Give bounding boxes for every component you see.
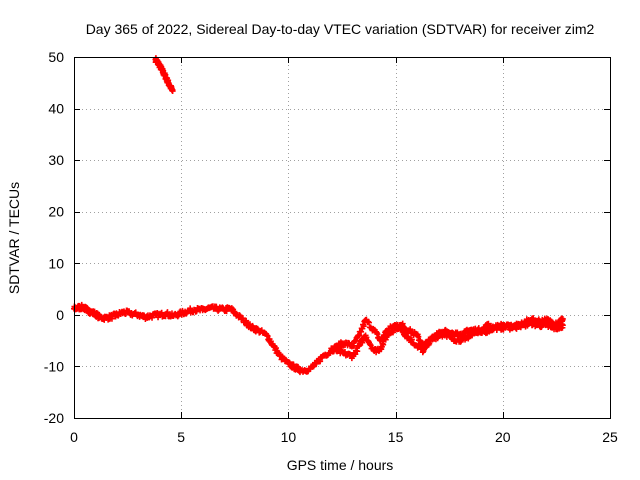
chart-title: Day 365 of 2022, Sidereal Day-to-day VTE… — [86, 21, 595, 37]
data-point-fill — [407, 326, 414, 333]
data-point-fill — [434, 335, 441, 342]
y-axis-title: SDTVAR / TECUs — [6, 182, 22, 294]
x-tick-label: 0 — [70, 429, 78, 445]
y-tick-label: 0 — [56, 307, 64, 323]
x-tick-label: 25 — [602, 429, 618, 445]
data-marks — [71, 55, 566, 376]
data-point-fill — [149, 314, 156, 321]
x-tick-label: 20 — [495, 429, 511, 445]
y-tick-label: 30 — [48, 152, 64, 168]
data-point-fill — [365, 318, 372, 325]
data-point-fill — [366, 319, 373, 326]
x-tick-label: 5 — [177, 429, 185, 445]
data-point — [559, 315, 566, 322]
axis-ticks: 0 5 10 15 20 25 -20 -10 0 10 20 30 40 50 — [44, 49, 618, 445]
y-tick-label: 10 — [48, 255, 64, 271]
data-point-fill — [236, 312, 243, 319]
x-axis-title: GPS time / hours — [287, 457, 394, 473]
y-tick-label: -20 — [44, 410, 64, 426]
series-early-segment — [152, 55, 176, 95]
data-point-fill — [363, 334, 370, 341]
data-point-fill — [367, 342, 374, 349]
y-tick-label: 50 — [48, 49, 64, 65]
data-point-fill — [174, 313, 181, 320]
y-tick-label: -10 — [44, 358, 64, 374]
y-tick-label: 20 — [48, 204, 64, 220]
plot-frame — [74, 57, 611, 419]
x-tick-label: 10 — [281, 429, 297, 445]
data-point-fill — [239, 315, 246, 322]
x-tick-label: 15 — [388, 429, 404, 445]
series-secondary-trace — [328, 317, 566, 362]
y-tick-label: 40 — [48, 101, 64, 117]
data-point-fill — [408, 336, 415, 343]
data-point — [559, 322, 566, 329]
data-point-fill — [354, 348, 361, 355]
grid — [74, 57, 610, 418]
data-point-fill — [213, 303, 220, 310]
data-point — [169, 88, 176, 95]
